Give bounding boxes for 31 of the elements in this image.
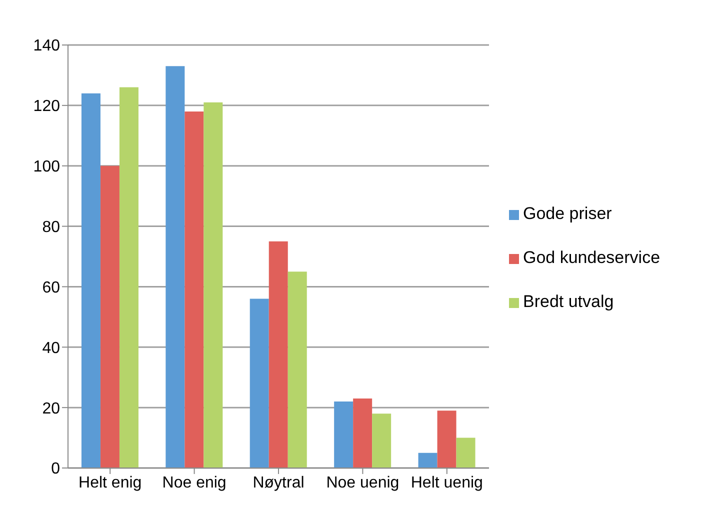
bar [372,414,392,468]
bar [437,410,456,468]
y-tick-label: 40 [42,340,60,357]
y-tick-label: 100 [33,158,60,176]
y-tick-label: 60 [42,279,60,296]
y-tick-label: 140 [33,38,60,55]
y-tick-label: 120 [33,98,60,116]
bar [288,272,307,468]
bar [184,111,204,468]
x-tick-label: Noe enig [162,474,226,492]
x-tick-label: Noe uenig [326,474,400,492]
bar [81,93,100,468]
bar [119,87,138,468]
y-tick-label: 80 [42,218,60,236]
x-tick-label: Helt enig [78,474,142,492]
y-tick-label: 0 [51,460,60,478]
bar [418,452,438,468]
bar [100,166,120,468]
legend-label: Bredt utvalg [523,292,614,311]
x-tick-label: Helt uenig [410,474,483,492]
bar [456,438,476,468]
legend-label: Gode priser [523,204,612,223]
x-tick-label: Nøytral [252,474,304,492]
y-tick-label: 20 [42,400,60,418]
bar [204,102,223,468]
bar [268,241,288,468]
bar [353,398,372,468]
bar [250,298,269,468]
bar [166,66,185,468]
legend-label: God kundeservice [523,248,660,267]
bar [334,402,354,468]
